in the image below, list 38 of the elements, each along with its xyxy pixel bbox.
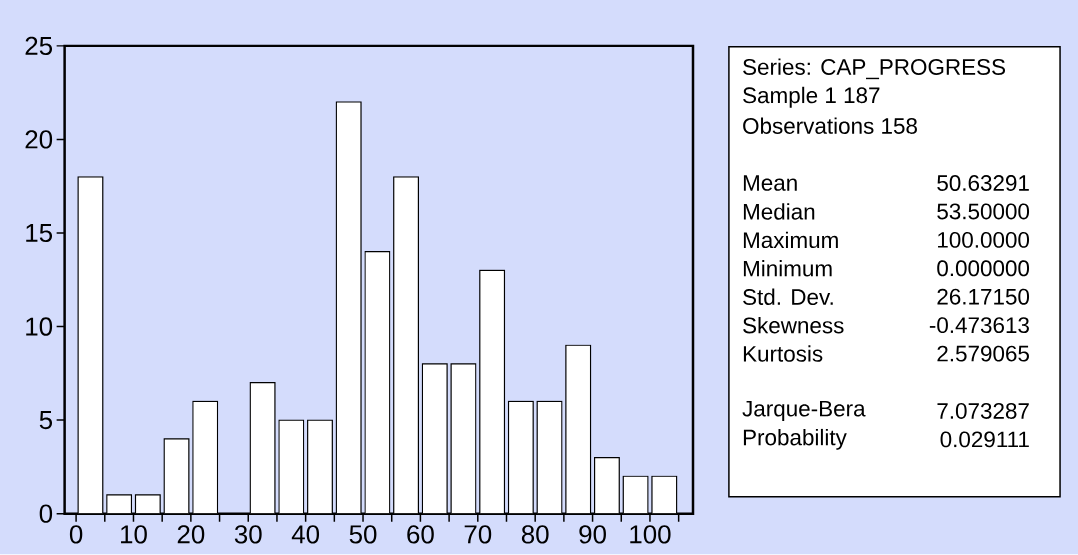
x-tick-label: 90	[579, 525, 606, 544]
text: Observations 158	[743, 117, 917, 135]
text: 7.073287	[937, 403, 1029, 420]
y-tick-label: 15	[26, 224, 53, 243]
x-tick-label: 40	[291, 525, 320, 544]
y-tick-label: 10	[26, 317, 53, 336]
x-tick-label: 20	[177, 525, 205, 544]
x-tick-label: 50	[349, 525, 377, 544]
text: 100.0000	[938, 232, 1030, 249]
text: 2.579065	[937, 345, 1029, 362]
x-tick-label: 30	[234, 525, 262, 544]
x-tick-label: 10	[121, 525, 147, 544]
text: Maximum	[743, 231, 838, 249]
text: 26.17150	[937, 289, 1030, 305]
text: -0.473613	[929, 317, 1029, 334]
x-tick-label: 80	[521, 525, 549, 544]
y-tick-label: 25	[25, 36, 53, 56]
text: Skewness	[743, 317, 844, 334]
text: Sample 1 187	[743, 86, 880, 108]
text: 53.50000	[937, 203, 1030, 220]
text: Kurtosis	[743, 345, 823, 363]
text: 50.63291	[937, 175, 1029, 192]
y-tick-label: 20	[25, 130, 53, 149]
text: 0.029111	[940, 431, 1029, 448]
text: Median	[743, 203, 815, 220]
text: 0.000000	[937, 260, 1030, 277]
x-tick-label: 60	[407, 525, 434, 544]
text: Jarque-Bera	[742, 401, 866, 422]
y-tick-label: 5	[39, 411, 53, 430]
text: Std. Dev.	[743, 288, 833, 306]
x-tick-label: 70	[464, 525, 492, 544]
text: Probability	[743, 429, 847, 451]
x-tick-label: 0	[69, 525, 83, 544]
text: Series: CAP_PROGRESS	[743, 58, 1005, 80]
y-tick-label: 0	[39, 504, 53, 524]
text: Minimum	[743, 260, 832, 277]
x-tick-label: 100	[630, 525, 671, 544]
text: Mean	[743, 175, 797, 192]
